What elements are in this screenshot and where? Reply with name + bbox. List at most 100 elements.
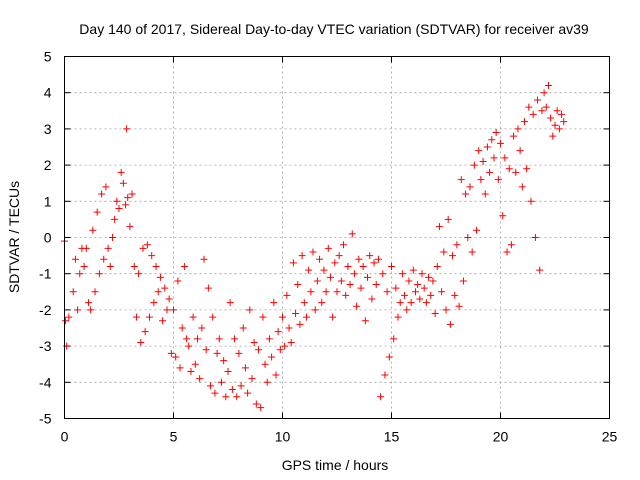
data-point xyxy=(137,338,145,346)
data-point xyxy=(407,299,415,307)
y-tick-label: 3 xyxy=(44,121,52,137)
data-point xyxy=(191,360,199,368)
data-point xyxy=(285,324,293,332)
data-point xyxy=(497,139,504,147)
data-point xyxy=(215,335,223,343)
data-point xyxy=(204,284,212,292)
data-point xyxy=(180,262,188,270)
data-point xyxy=(555,125,563,133)
data-point xyxy=(241,364,249,372)
data-point xyxy=(198,324,206,332)
data-point xyxy=(542,103,550,111)
data-point xyxy=(422,299,430,307)
data-point xyxy=(183,335,191,343)
data-point xyxy=(207,382,215,390)
data-point xyxy=(344,262,352,270)
data-point xyxy=(239,324,247,332)
data-point xyxy=(396,299,404,307)
data-point xyxy=(392,284,400,292)
data-point xyxy=(411,288,419,296)
data-point xyxy=(309,248,317,256)
data-point xyxy=(292,310,300,318)
data-point xyxy=(383,288,391,296)
data-point xyxy=(69,288,77,296)
data-point xyxy=(547,114,555,122)
data-point xyxy=(409,266,417,274)
data-point xyxy=(540,89,548,97)
x-tick-label: 0 xyxy=(61,429,69,445)
data-point xyxy=(560,118,568,126)
data-point xyxy=(87,306,95,314)
data-point xyxy=(307,288,315,296)
y-tick-label: 5 xyxy=(44,49,52,65)
data-point xyxy=(71,255,79,263)
x-tick-label: 5 xyxy=(170,429,178,445)
data-point xyxy=(451,291,459,299)
data-point xyxy=(523,165,531,173)
data-point xyxy=(313,277,321,285)
y-tick-labels: -5 -4 -3 -2 -1 0 1 2 3 4 5 xyxy=(39,49,52,427)
data-point xyxy=(494,176,502,184)
data-point xyxy=(366,252,374,260)
y-tick-label: -5 xyxy=(39,411,52,427)
x-axis-label: GPS time / hours xyxy=(282,457,389,473)
data-point xyxy=(316,255,324,263)
data-point xyxy=(268,353,276,361)
data-point xyxy=(401,291,409,299)
data-point xyxy=(320,266,328,274)
data-point xyxy=(263,378,271,386)
data-point xyxy=(514,125,522,133)
data-point xyxy=(549,132,557,140)
data-point xyxy=(372,281,380,289)
data-point xyxy=(128,190,136,198)
data-point xyxy=(477,176,485,184)
data-point xyxy=(246,306,254,314)
data-point xyxy=(222,393,230,401)
data-point xyxy=(318,299,326,307)
data-point xyxy=(261,360,269,368)
data-point xyxy=(283,291,291,299)
x-tick-label: 15 xyxy=(384,429,400,445)
data-point xyxy=(335,252,343,260)
data-point xyxy=(388,262,395,270)
data-point xyxy=(248,375,256,383)
data-point xyxy=(348,230,356,238)
data-point xyxy=(377,393,385,401)
chart-title: Day 140 of 2017, Sidereal Day-to-day VTE… xyxy=(79,21,589,37)
data-point xyxy=(187,367,195,375)
data-point xyxy=(331,259,339,267)
data-point xyxy=(302,313,310,321)
data-point xyxy=(174,277,182,285)
data-point xyxy=(211,389,219,397)
data-point xyxy=(143,241,151,249)
data-point xyxy=(108,234,116,241)
x-tick-label: 25 xyxy=(602,429,618,445)
data-point xyxy=(130,262,138,270)
data-point xyxy=(385,353,393,361)
data-point xyxy=(104,244,112,252)
data-point xyxy=(398,270,406,278)
data-point xyxy=(453,241,461,249)
data-point xyxy=(150,299,158,307)
data-point xyxy=(106,262,114,270)
data-point xyxy=(435,223,443,231)
data-point xyxy=(111,215,119,223)
data-point xyxy=(287,338,295,346)
data-point xyxy=(490,154,498,162)
data-point xyxy=(326,273,334,281)
data-point xyxy=(475,147,483,155)
data-point xyxy=(350,270,358,278)
data-point xyxy=(551,121,559,129)
data-point xyxy=(265,335,273,343)
data-point xyxy=(226,299,234,307)
data-point xyxy=(486,168,494,176)
data-point xyxy=(529,110,537,118)
data-point xyxy=(420,284,428,292)
data-point xyxy=(62,317,70,325)
data-point xyxy=(91,288,99,296)
data-point xyxy=(553,107,561,115)
x-tick-label: 20 xyxy=(493,429,509,445)
data-point xyxy=(427,291,435,299)
data-point xyxy=(124,194,132,202)
